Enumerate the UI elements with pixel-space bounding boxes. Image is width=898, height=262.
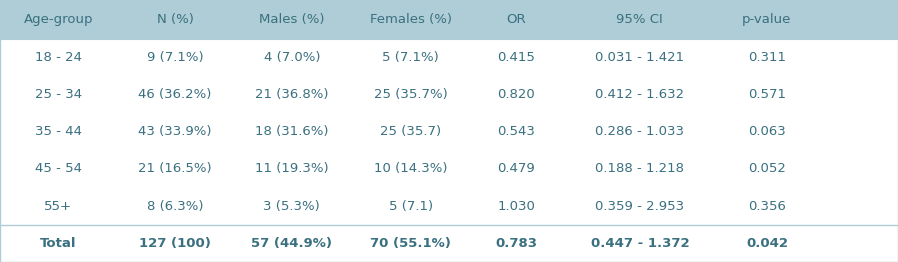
Text: 0.479: 0.479 xyxy=(497,162,535,176)
Text: 45 - 54: 45 - 54 xyxy=(35,162,82,176)
Text: Females (%): Females (%) xyxy=(370,13,452,26)
Text: 0.820: 0.820 xyxy=(497,88,535,101)
Text: 8 (6.3%): 8 (6.3%) xyxy=(147,200,203,213)
Text: 4 (7.0%): 4 (7.0%) xyxy=(264,51,320,64)
Text: 25 (35.7): 25 (35.7) xyxy=(380,125,442,138)
Text: p-value: p-value xyxy=(743,13,791,26)
Text: 3 (5.3%): 3 (5.3%) xyxy=(263,200,321,213)
Text: 0.188 - 1.218: 0.188 - 1.218 xyxy=(595,162,684,176)
Text: 10 (14.3%): 10 (14.3%) xyxy=(374,162,447,176)
Text: Age-group: Age-group xyxy=(23,13,93,26)
Text: 21 (36.8%): 21 (36.8%) xyxy=(255,88,329,101)
Text: 0.042: 0.042 xyxy=(746,237,788,250)
Text: 0.783: 0.783 xyxy=(496,237,537,250)
Text: N (%): N (%) xyxy=(156,13,194,26)
Text: 0.543: 0.543 xyxy=(497,125,535,138)
Text: 57 (44.9%): 57 (44.9%) xyxy=(251,237,332,250)
Text: 0.052: 0.052 xyxy=(748,162,786,176)
Text: OR: OR xyxy=(506,13,526,26)
Text: 46 (36.2%): 46 (36.2%) xyxy=(138,88,212,101)
Text: 11 (19.3%): 11 (19.3%) xyxy=(255,162,329,176)
Text: 21 (16.5%): 21 (16.5%) xyxy=(138,162,212,176)
Text: 25 - 34: 25 - 34 xyxy=(35,88,82,101)
Bar xyxy=(0,39,898,262)
Text: 0.031 - 1.421: 0.031 - 1.421 xyxy=(595,51,684,64)
Text: 0.359 - 2.953: 0.359 - 2.953 xyxy=(595,200,684,213)
Text: 0.447 - 1.372: 0.447 - 1.372 xyxy=(591,237,689,250)
Text: 55+: 55+ xyxy=(44,200,73,213)
Text: 0.571: 0.571 xyxy=(748,88,786,101)
Text: 0.356: 0.356 xyxy=(748,200,786,213)
Text: Total: Total xyxy=(40,237,76,250)
Text: 0.415: 0.415 xyxy=(497,51,535,64)
Text: 43 (33.9%): 43 (33.9%) xyxy=(138,125,212,138)
Text: 0.412 - 1.632: 0.412 - 1.632 xyxy=(595,88,684,101)
Text: 18 (31.6%): 18 (31.6%) xyxy=(255,125,329,138)
Bar xyxy=(0,0,898,39)
Text: 35 - 44: 35 - 44 xyxy=(35,125,82,138)
Text: 5 (7.1%): 5 (7.1%) xyxy=(383,51,439,64)
Text: 0.286 - 1.033: 0.286 - 1.033 xyxy=(595,125,684,138)
Text: 0.063: 0.063 xyxy=(748,125,786,138)
Text: 1.030: 1.030 xyxy=(497,200,535,213)
Text: 127 (100): 127 (100) xyxy=(139,237,211,250)
Text: 0.311: 0.311 xyxy=(748,51,786,64)
Text: 95% CI: 95% CI xyxy=(616,13,664,26)
Text: 9 (7.1%): 9 (7.1%) xyxy=(146,51,204,64)
Text: 18 - 24: 18 - 24 xyxy=(35,51,82,64)
Text: 5 (7.1): 5 (7.1) xyxy=(389,200,433,213)
Text: 25 (35.7%): 25 (35.7%) xyxy=(374,88,448,101)
Text: 70 (55.1%): 70 (55.1%) xyxy=(370,237,452,250)
Text: Males (%): Males (%) xyxy=(260,13,324,26)
